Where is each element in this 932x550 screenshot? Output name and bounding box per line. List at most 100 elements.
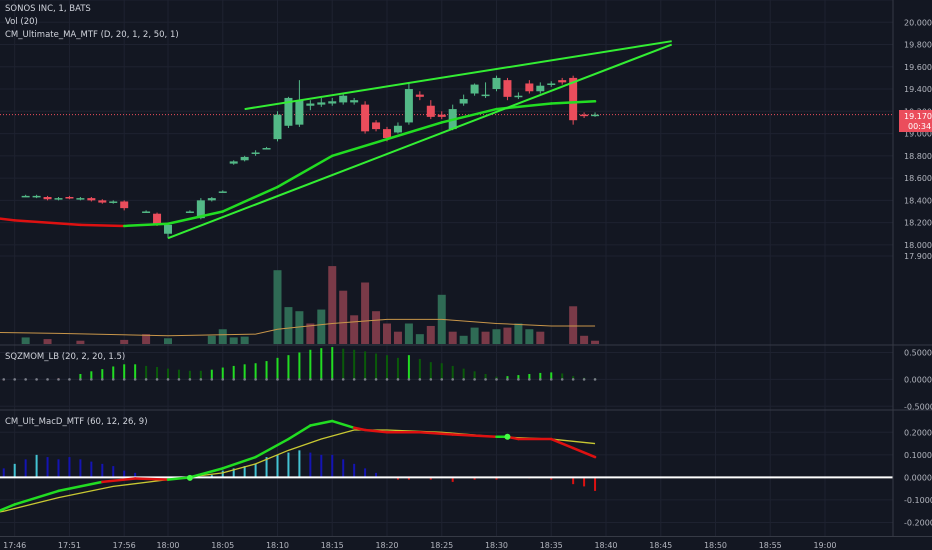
squeeze-dot bbox=[287, 378, 290, 381]
time-axis-label: 18:45 bbox=[649, 541, 672, 550]
candle-body bbox=[361, 104, 370, 132]
candle-body bbox=[76, 198, 85, 200]
candle-body bbox=[503, 80, 512, 97]
squeeze-dot bbox=[341, 378, 345, 381]
time-axis-label: 18:55 bbox=[759, 541, 782, 550]
squeeze-dot bbox=[385, 378, 389, 381]
time-axis-label: 18:00 bbox=[156, 541, 179, 550]
time-axis-label: 18:30 bbox=[485, 541, 508, 550]
candle-body bbox=[514, 95, 523, 98]
squeeze-indicator-label[interactable]: SQZMOM_LB (20, 2, 20, 1.5) bbox=[5, 352, 125, 362]
volume-bar bbox=[492, 329, 501, 344]
macd-line-segment bbox=[331, 419, 356, 430]
volume-bar bbox=[481, 331, 490, 344]
moving-average-segment bbox=[79, 223, 126, 228]
ma-indicator-label[interactable]: CM_Ultimate_MA_MTF (D, 20, 1, 2, 50, 1) bbox=[5, 30, 179, 40]
candle-body bbox=[569, 77, 578, 121]
squeeze-dot bbox=[462, 378, 465, 381]
candle-body bbox=[481, 94, 490, 97]
volume-bar bbox=[393, 331, 402, 344]
squeeze-dot bbox=[582, 378, 586, 381]
squeeze-dot bbox=[440, 378, 444, 381]
squeeze-dot bbox=[528, 378, 531, 381]
price-axis-label: -0.1000 bbox=[904, 496, 932, 505]
candle-body bbox=[43, 197, 52, 200]
candle-body bbox=[65, 197, 74, 199]
volume-bar bbox=[580, 335, 589, 344]
macd-line-segment bbox=[451, 433, 498, 439]
price-axis-label: 18.4000 bbox=[904, 196, 932, 205]
macd-line-segment bbox=[571, 446, 597, 459]
candle-body bbox=[32, 195, 41, 198]
candle-body bbox=[383, 129, 391, 139]
squeeze-dot bbox=[451, 378, 455, 381]
volume-bar bbox=[514, 323, 523, 344]
squeeze-dot bbox=[484, 378, 487, 381]
price-pane bbox=[0, 40, 893, 240]
macd-line-segment bbox=[550, 437, 575, 450]
macd-line-segment bbox=[57, 480, 104, 493]
price-axis-label: 17.9000 bbox=[904, 252, 932, 261]
squeeze-dot bbox=[418, 378, 422, 381]
squeeze-dot bbox=[495, 378, 498, 381]
candle-body bbox=[251, 152, 260, 154]
volume-bar bbox=[525, 329, 534, 344]
time-axis-label: 19:00 bbox=[813, 541, 836, 550]
trendline bbox=[167, 43, 673, 240]
squeeze-dot bbox=[593, 378, 597, 381]
volume-bar bbox=[120, 339, 129, 344]
volume-bar bbox=[21, 337, 30, 344]
candle-body bbox=[120, 201, 129, 209]
squeeze-dot bbox=[320, 378, 323, 381]
time-axis-label: 17:51 bbox=[58, 541, 81, 550]
candle-body bbox=[185, 211, 194, 213]
candle-body bbox=[459, 99, 468, 104]
squeeze-dot bbox=[177, 378, 181, 381]
candle-body bbox=[492, 77, 501, 90]
gridlines bbox=[0, 0, 893, 536]
squeeze-dot bbox=[407, 378, 411, 381]
squeeze-dot bbox=[210, 378, 214, 381]
squeeze-dot bbox=[506, 378, 509, 381]
moving-average-segment bbox=[0, 217, 16, 222]
volume-bar bbox=[350, 315, 359, 344]
trendline bbox=[244, 40, 672, 111]
squeeze-dot bbox=[188, 378, 192, 381]
squeeze-dot bbox=[298, 378, 301, 381]
candle-body bbox=[470, 84, 479, 94]
candle-body bbox=[109, 201, 118, 203]
squeeze-dot bbox=[352, 378, 356, 381]
last-price-tag-bg bbox=[899, 110, 932, 132]
time-axis-label: 18:15 bbox=[321, 541, 344, 550]
cross-marker bbox=[504, 433, 511, 440]
volume-indicator-label[interactable]: Vol (20) bbox=[5, 17, 38, 27]
moving-average-segment bbox=[13, 219, 82, 227]
squeeze-dot bbox=[155, 378, 159, 381]
price-axis-label: 18.2000 bbox=[904, 219, 932, 228]
time-axis-label: 18:10 bbox=[266, 541, 289, 550]
time-axis: 17:46 17:51 17:56 18:00 18:05 18:10 18:15 18:20… bbox=[3, 541, 836, 550]
squeeze-dot bbox=[144, 378, 148, 381]
price-axis-label: -0.5000 bbox=[904, 402, 932, 411]
candle-body bbox=[404, 89, 413, 123]
macd-indicator-label[interactable]: CM_Ult_MacD_MTF (60, 12, 26, 9) bbox=[5, 417, 148, 427]
macd-line-segment bbox=[309, 419, 334, 427]
squeeze-dot bbox=[276, 378, 279, 381]
candle-body bbox=[525, 83, 534, 92]
volume-bar bbox=[448, 331, 457, 344]
candle-body bbox=[262, 148, 271, 150]
squeeze-dot bbox=[330, 378, 334, 381]
macd-pane bbox=[0, 419, 893, 513]
price-axis-label: 19.8000 bbox=[904, 41, 932, 50]
time-axis-label: 18:35 bbox=[540, 541, 563, 550]
squeeze-momentum-pane bbox=[2, 347, 597, 381]
candle-body bbox=[393, 125, 402, 133]
squeeze-dot bbox=[79, 378, 82, 381]
price-axis-label: 18.6000 bbox=[904, 174, 932, 183]
symbol-title[interactable]: SONOS INC, 1, BATS bbox=[5, 4, 91, 14]
macd-line-segment bbox=[13, 489, 60, 506]
price-axis-label: 0.0000 bbox=[904, 473, 932, 482]
candle-body bbox=[164, 224, 172, 234]
